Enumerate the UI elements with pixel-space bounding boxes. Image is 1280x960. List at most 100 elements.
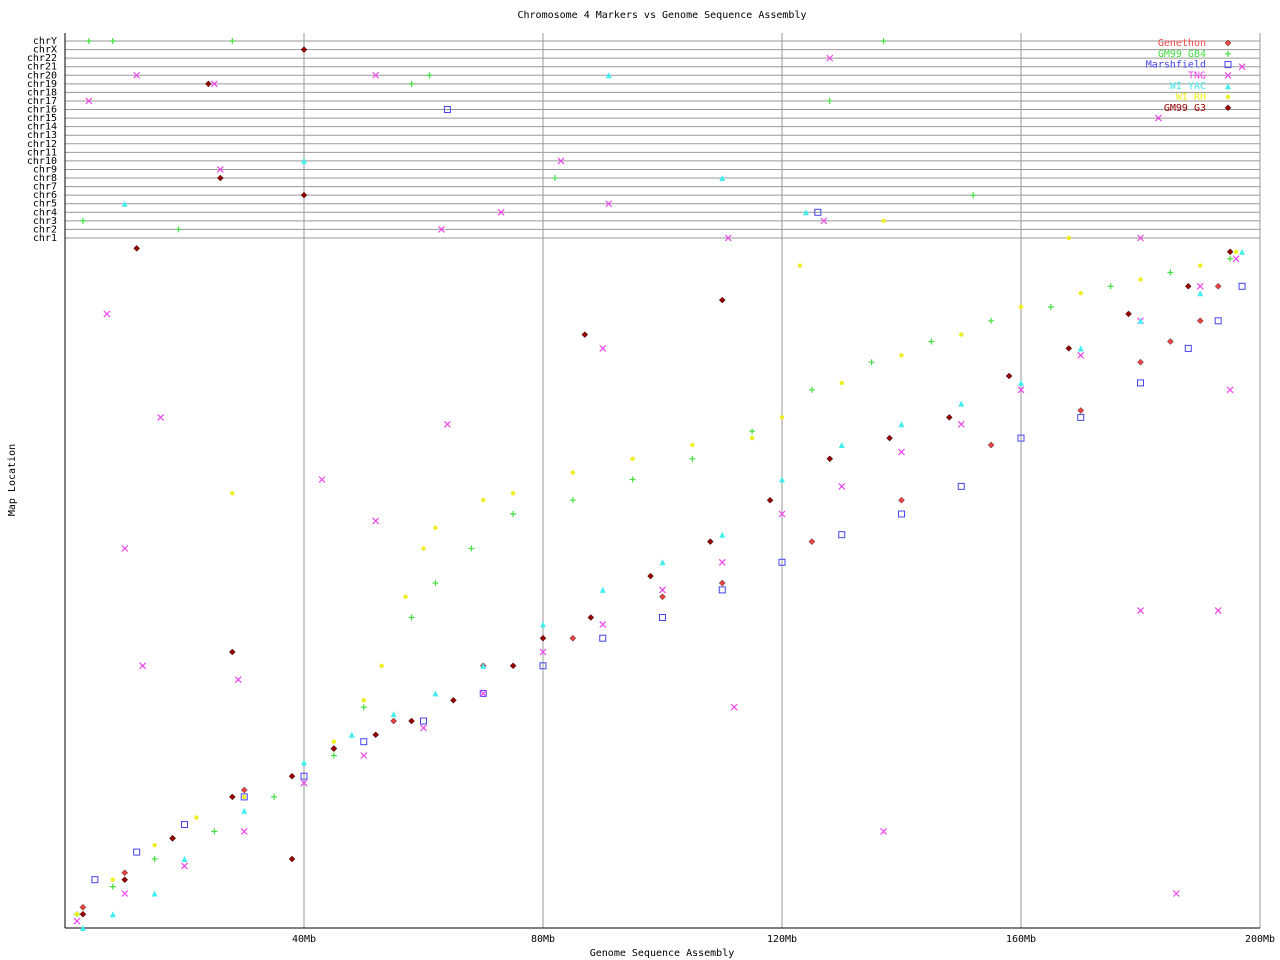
chr-label: chr15 <box>27 113 57 124</box>
chr-hit-point <box>300 191 308 199</box>
chr-label: chr2 <box>33 224 57 235</box>
data-point <box>229 648 236 656</box>
data-point <box>838 442 845 448</box>
chr-hit-point <box>497 208 505 216</box>
data-point <box>450 697 457 704</box>
data-point <box>241 807 248 814</box>
chr-hit-point <box>408 80 415 87</box>
data-point <box>1197 290 1204 297</box>
data-point <box>360 704 367 711</box>
data-point <box>599 344 607 352</box>
chr-hit-point <box>970 192 977 199</box>
chr-hit-point <box>1238 63 1246 71</box>
chr-label: chr14 <box>27 122 57 133</box>
data-point <box>181 856 188 862</box>
chr-label: chr7 <box>33 182 57 193</box>
data-point <box>300 779 308 787</box>
data-point <box>647 572 654 580</box>
data-point <box>659 614 666 621</box>
chr-label: chr5 <box>33 199 57 210</box>
data-point <box>1239 248 1246 255</box>
data-point <box>74 912 80 917</box>
data-point <box>1005 372 1013 380</box>
data-point <box>360 752 368 759</box>
data-point <box>103 310 111 318</box>
data-point <box>1167 338 1174 345</box>
chr-hit-point <box>109 38 116 44</box>
chr-label: chr19 <box>27 79 57 90</box>
data-point <box>1077 413 1085 421</box>
legend-label: GM99 G3 <box>1164 103 1206 114</box>
data-point <box>689 455 696 462</box>
data-point <box>718 558 726 566</box>
data-point <box>749 435 755 441</box>
data-point <box>1017 434 1025 442</box>
data-point <box>779 415 785 420</box>
chr-label: chr10 <box>27 156 57 167</box>
data-point <box>432 690 439 697</box>
chr-hit-point <box>121 200 128 207</box>
data-point <box>719 531 726 538</box>
data-point <box>599 620 607 628</box>
chr-hit-point <box>826 97 833 104</box>
data-point <box>886 434 893 442</box>
data-point <box>1137 317 1144 324</box>
data-point <box>360 738 368 746</box>
data-point <box>372 517 380 525</box>
data-point <box>599 634 607 642</box>
data-point <box>1017 386 1025 394</box>
legend-label: GM99 GB4 <box>1158 49 1206 60</box>
data-point <box>1018 379 1024 386</box>
data-point <box>1137 358 1144 366</box>
data-point <box>151 856 158 862</box>
chr-hit-point <box>881 218 886 224</box>
data-point <box>152 843 157 848</box>
data-point <box>109 883 116 890</box>
data-point <box>898 421 905 428</box>
data-point <box>133 848 141 856</box>
legend-marker <box>1225 94 1231 100</box>
chr-hit-point <box>133 71 141 79</box>
legend-label: Marshfield <box>1146 60 1206 71</box>
chr-hit-point <box>443 106 451 114</box>
data-point <box>581 331 589 338</box>
chr-hit-point <box>719 175 726 182</box>
y-axis-label: Map Location <box>7 444 18 516</box>
x-tick-label: 160Mb <box>1006 934 1036 945</box>
data-point <box>1172 890 1180 897</box>
data-point <box>288 772 296 780</box>
data-point <box>1107 283 1114 290</box>
data-point <box>569 497 576 504</box>
chr-hit-point <box>1155 114 1162 122</box>
chr-label: chr13 <box>27 130 57 141</box>
chr-label: chrX <box>33 45 57 56</box>
data-point <box>659 559 666 566</box>
chr-label: chr9 <box>33 164 57 175</box>
chr-hit-point <box>814 208 822 216</box>
chr-hit-point <box>438 226 445 233</box>
data-point <box>420 724 427 732</box>
data-point <box>433 525 438 530</box>
data-point <box>509 662 517 670</box>
chr-hit-point <box>175 226 182 233</box>
data-point <box>510 511 517 517</box>
chr-hit-point <box>1066 235 1072 241</box>
data-point <box>946 414 953 421</box>
chr-label: chr4 <box>33 207 57 218</box>
data-point <box>408 614 415 621</box>
chr-hit-point <box>426 72 433 79</box>
data-point <box>230 491 235 496</box>
chr-hit-point <box>216 166 224 173</box>
chr-label: chr17 <box>27 96 57 107</box>
data-point <box>1018 304 1024 310</box>
chr-hit-point <box>300 46 308 53</box>
data-point <box>1138 277 1143 282</box>
data-point <box>79 910 87 918</box>
data-point <box>539 634 547 642</box>
legend-marker <box>1224 104 1232 112</box>
data-point <box>868 359 875 366</box>
data-point <box>630 456 635 461</box>
data-point <box>690 442 695 448</box>
data-point <box>1226 248 1234 256</box>
legend-marker <box>1224 71 1232 79</box>
